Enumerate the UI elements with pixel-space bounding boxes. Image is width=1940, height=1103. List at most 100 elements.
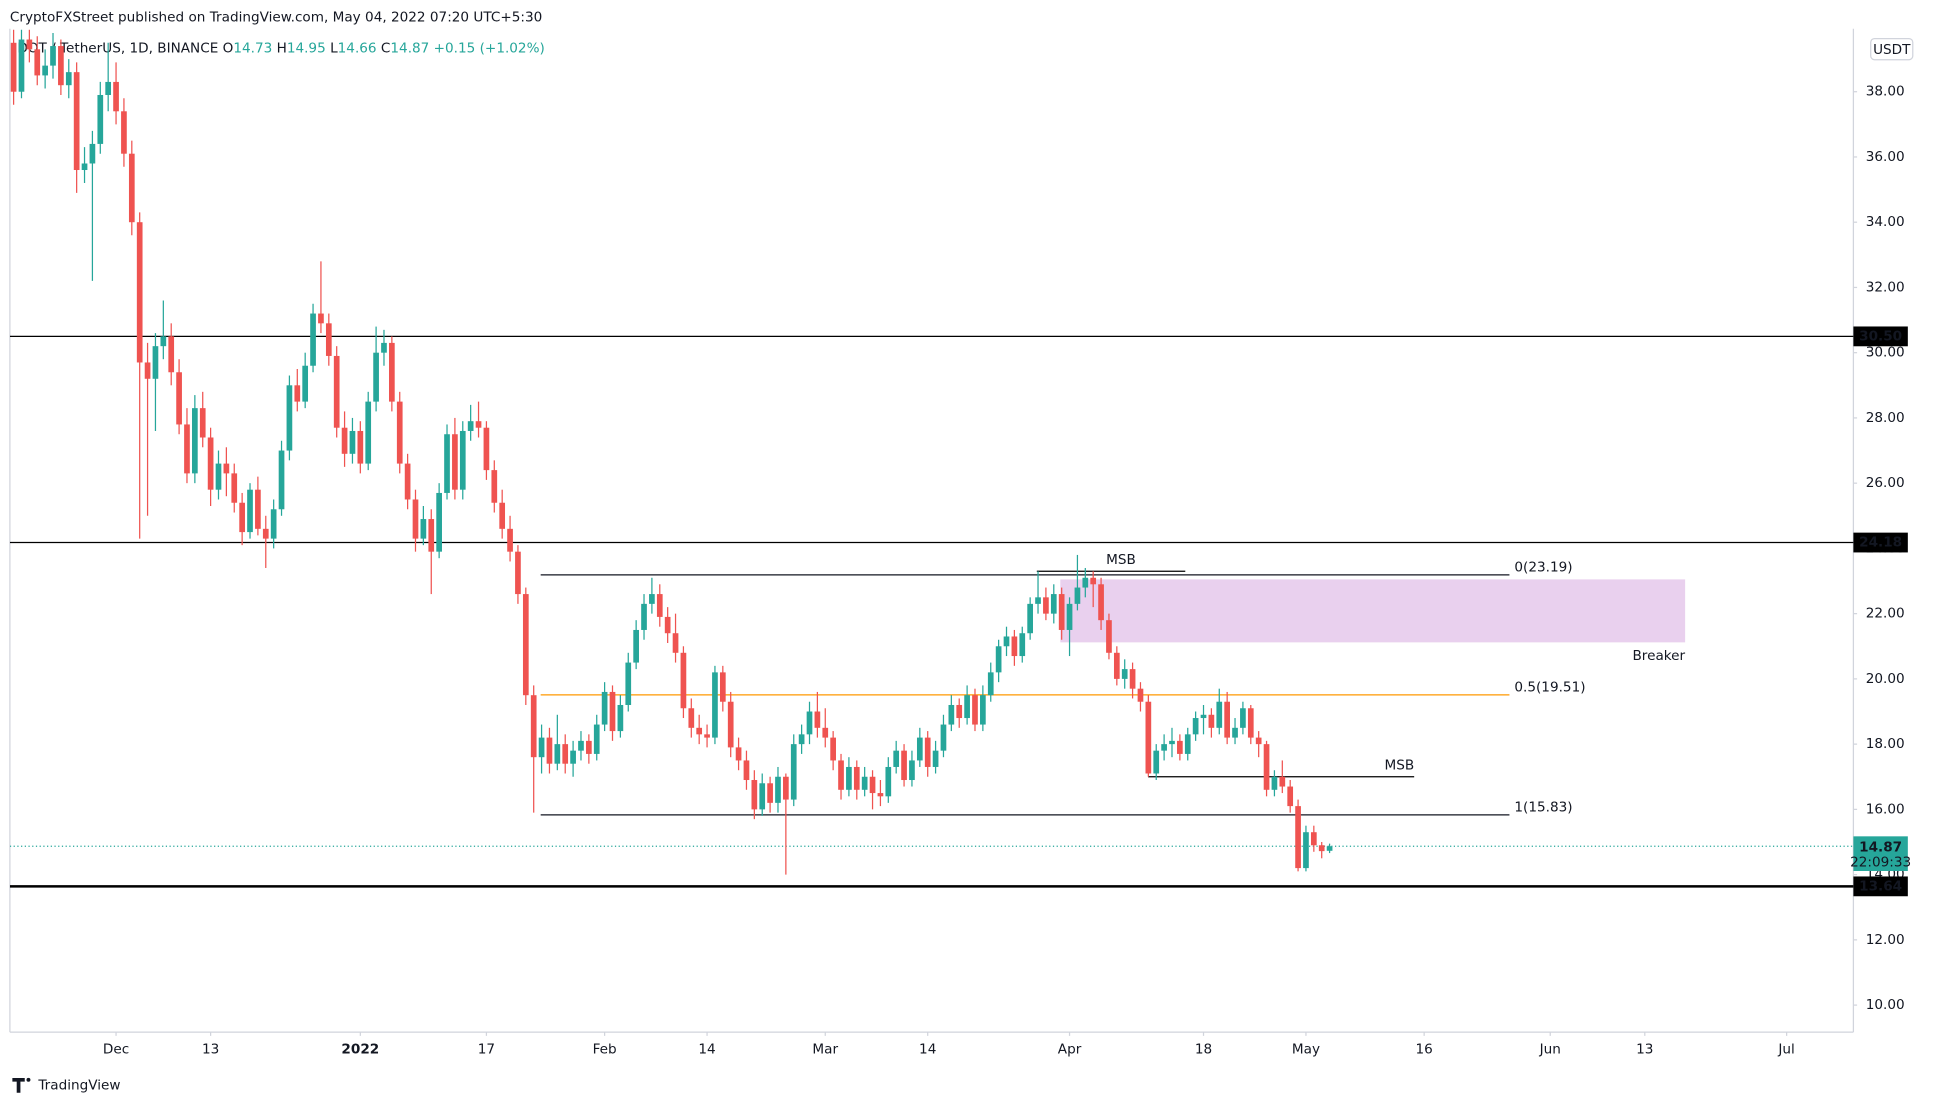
candle-body: [333, 355, 340, 428]
y-tick-label: 32.00: [1866, 279, 1905, 295]
candle-body: [1295, 806, 1301, 869]
candle-body: [50, 46, 56, 66]
candle-body: [318, 313, 324, 324]
y-tick-label: 30.00: [1866, 345, 1905, 361]
candle-body: [262, 528, 269, 539]
candle-body: [1082, 577, 1089, 588]
candle-body: [34, 49, 41, 76]
candle-body: [184, 424, 190, 474]
candle-body: [10, 42, 17, 92]
candle-body: [136, 222, 143, 363]
candle-body: [1019, 633, 1026, 657]
fib-label: 0.5(19.51): [1514, 679, 1585, 695]
ohlc-key: H: [277, 41, 287, 57]
x-tick-label: Apr: [1058, 1041, 1082, 1057]
candle-body: [601, 691, 608, 725]
candle-body: [302, 365, 309, 402]
x-tick-label: Jun: [1539, 1041, 1561, 1057]
candle-body: [712, 672, 718, 738]
candle-body: [806, 711, 813, 735]
candle-body: [916, 737, 923, 761]
candle-body: [593, 724, 600, 754]
last-price-label: 14.87: [1859, 839, 1902, 855]
level-label: 13.64: [1859, 878, 1902, 894]
breaker-zone: [1060, 579, 1686, 643]
breaker-label: Breaker: [1632, 648, 1685, 664]
change: +0.15 (+1.02%): [434, 41, 545, 57]
level-label-box: [1853, 876, 1908, 897]
candle-body: [846, 766, 852, 790]
footer-logo: TradingView: [12, 1077, 120, 1093]
candle-body: [270, 509, 277, 539]
candle-body: [278, 450, 285, 510]
plot-area: Breaker 0(23.19) 0.5(19.51) 1(15.83) MSB MSB: [9, 29, 1854, 888]
candle-body: [633, 629, 639, 663]
candle-body: [1287, 786, 1294, 807]
candle-body: [1279, 776, 1286, 787]
level-label-box: [1853, 326, 1908, 347]
y-tick-label: 28.00: [1866, 410, 1905, 426]
ohlc-value: 14.95: [287, 41, 326, 57]
candle-body: [42, 65, 48, 76]
candle-body: [924, 737, 931, 767]
candle-body: [207, 437, 214, 490]
y-tick-label: 36.00: [1866, 149, 1905, 165]
candle-body: [58, 46, 64, 86]
x-tick-label: Dec: [103, 1041, 129, 1057]
candle-body: [719, 672, 726, 702]
candle-body: [1208, 714, 1215, 728]
x-tick-label: 13: [202, 1041, 219, 1057]
candle-body: [1090, 577, 1097, 585]
candle-body: [247, 489, 253, 533]
msb-label: MSB: [1106, 552, 1136, 568]
ohlc-value: 14.73: [233, 41, 272, 57]
candle-body: [1003, 636, 1010, 647]
candle-body: [1303, 832, 1309, 869]
currency-box[interactable]: [1870, 38, 1914, 61]
candle-body: [995, 646, 1002, 673]
candle-body: [1232, 727, 1238, 738]
candle-body: [980, 695, 986, 725]
candle-body: [1169, 740, 1175, 745]
candle-body: [1106, 620, 1112, 653]
candle-body: [735, 747, 742, 761]
x-tick-label: 13: [1636, 1041, 1653, 1057]
candle-body: [869, 776, 876, 794]
footer-brand: TradingView: [37, 1077, 120, 1093]
candle-body: [357, 430, 364, 464]
candle-body: [1200, 714, 1207, 719]
candle-body: [1074, 587, 1081, 604]
candle-body: [688, 708, 695, 728]
candle-body: [1192, 718, 1199, 735]
ohlc-key: O: [223, 41, 234, 57]
candle-body: [1027, 603, 1033, 634]
candle-body: [420, 519, 427, 539]
candle-body: [1129, 669, 1136, 689]
candle-body: [1121, 669, 1128, 679]
last-price-box: [1853, 836, 1908, 871]
candle-body: [1224, 701, 1230, 738]
candle-body: [1263, 744, 1270, 790]
candle-body: [325, 323, 332, 356]
candle-body: [1050, 594, 1057, 614]
ohlc-key: L: [330, 41, 338, 57]
candle-body: [168, 336, 175, 373]
x-tick-label: Feb: [593, 1041, 617, 1057]
candle-body: [570, 750, 576, 764]
candle-body: [743, 760, 750, 781]
legend: DOT / TetherUS, 1D, BINANCE O14.73 H14.9…: [17, 41, 545, 57]
candle-body: [940, 724, 947, 751]
candle-body: [1247, 708, 1254, 738]
fib-label: 1(15.83): [1514, 799, 1572, 815]
candle-body: [176, 372, 182, 425]
candle-body: [286, 385, 293, 451]
x-tick-label: 14: [919, 1041, 936, 1057]
candle-body: [294, 385, 301, 402]
currency[interactable]: USDT: [1873, 42, 1911, 58]
candle-body: [987, 672, 994, 696]
candle-body: [751, 780, 758, 810]
candle-body: [672, 633, 679, 653]
candle-body: [893, 750, 900, 767]
publish-note: CryptoFXStreet published on TradingView.…: [10, 10, 542, 26]
